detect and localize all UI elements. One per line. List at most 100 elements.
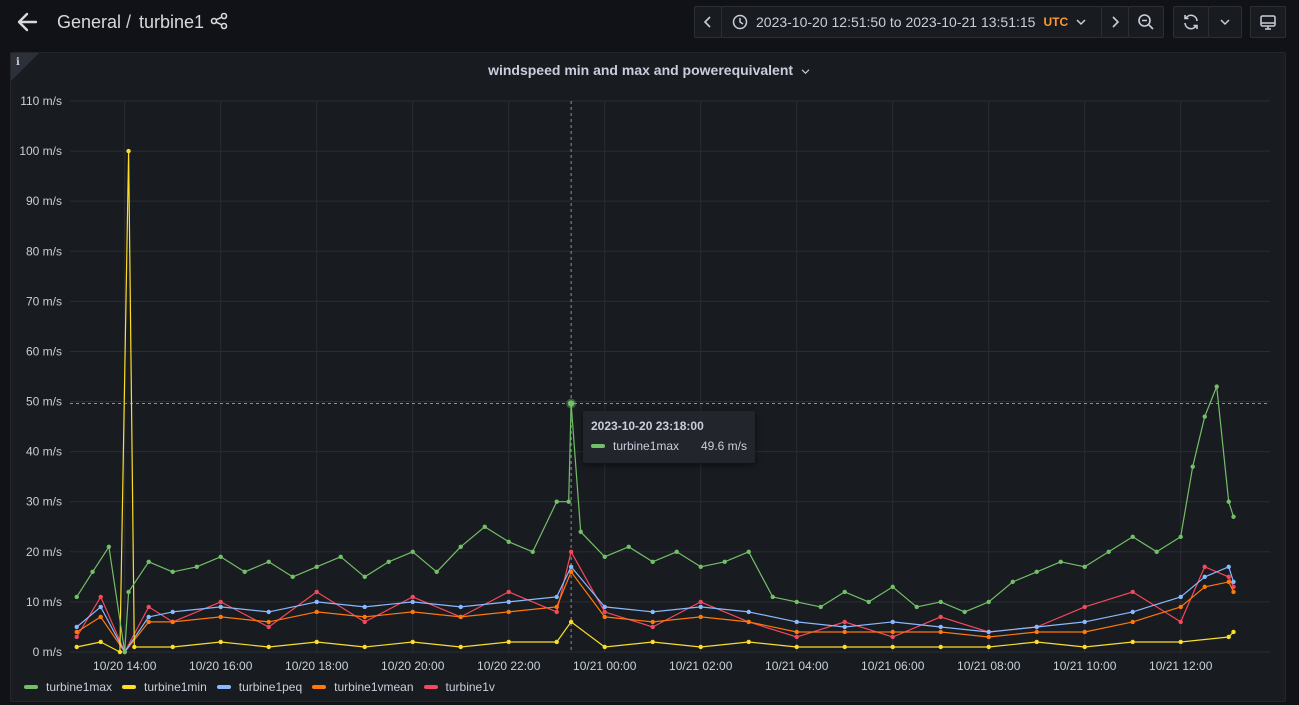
tooltip-time: 2023-10-20 23:18:00	[591, 419, 704, 433]
series-turbine1peq	[74, 564, 1236, 655]
time-shift-back-button[interactable]	[694, 6, 722, 38]
data-point-turbine1max	[986, 599, 991, 605]
data-point-turbine1v	[1178, 619, 1183, 625]
data-point-turbine1min	[410, 639, 415, 645]
back-button[interactable]	[12, 8, 42, 36]
x-tick-label: 10/21 08:00	[957, 659, 1021, 673]
data-point-turbine1min	[794, 644, 799, 650]
data-point-turbine1vmean	[1202, 584, 1207, 590]
chevron-down-icon	[801, 69, 810, 75]
time-shift-forward-button[interactable]	[1101, 6, 1129, 38]
data-point-turbine1vmean	[1231, 589, 1236, 595]
data-point-turbine1v	[1226, 574, 1231, 580]
data-point-turbine1vmean	[218, 614, 223, 620]
legend-label: turbine1vmean	[334, 680, 414, 694]
data-point-turbine1max	[698, 564, 703, 570]
time-range-picker[interactable]: 2023-10-20 12:51:50 to 2023-10-21 13:51:…	[721, 6, 1102, 38]
graph-panel: i windspeed min and max and powerequival…	[10, 52, 1286, 702]
x-tick-label: 10/21 10:00	[1053, 659, 1117, 673]
legend-label: turbine1max	[46, 680, 113, 694]
data-point-turbine1min	[132, 644, 137, 650]
chart-series	[74, 148, 1236, 655]
data-point-turbine1peq	[1082, 619, 1087, 625]
tooltip-series-name: turbine1max	[613, 439, 680, 453]
data-point-turbine1v	[568, 549, 574, 555]
legend-label: turbine1v	[445, 680, 495, 694]
data-point-turbine1peq	[938, 624, 943, 630]
panel-title[interactable]: windspeed min and max and powerequivalen…	[11, 62, 1287, 78]
data-point-turbine1min	[170, 644, 175, 650]
y-tick-label: 50 m/s	[26, 395, 62, 409]
data-point-turbine1peq	[266, 609, 271, 615]
series-line-turbine1max	[76, 385, 1235, 653]
data-point-turbine1min	[266, 644, 271, 650]
data-point-turbine1min	[362, 644, 367, 650]
legend-item-turbine1max[interactable]: turbine1max	[24, 680, 112, 694]
info-icon[interactable]: i	[16, 57, 20, 68]
time-range-label: 2023-10-20 12:51:50 to 2023-10-21 13:51:…	[756, 14, 1036, 30]
data-point-turbine1peq	[1202, 574, 1207, 580]
data-point-turbine1v	[650, 624, 655, 630]
data-point-turbine1min	[568, 619, 574, 625]
data-point-turbine1max	[242, 569, 247, 575]
refresh-button[interactable]	[1173, 6, 1209, 38]
data-point-turbine1vmean	[1034, 629, 1039, 635]
tooltip-row: turbine1max 49.6 m/s	[591, 439, 747, 453]
series-turbine1vmean	[74, 569, 1236, 655]
share-button[interactable]	[210, 12, 230, 32]
data-point-turbine1max	[1214, 384, 1219, 389]
tv-mode-button[interactable]	[1250, 6, 1286, 38]
y-tick-label: 90 m/s	[26, 194, 62, 208]
data-point-turbine1vmean	[458, 614, 463, 620]
panel-info-corner[interactable]	[11, 53, 39, 81]
x-tick-label: 10/21 04:00	[765, 659, 829, 673]
data-point-turbine1peq	[1178, 594, 1183, 600]
breadcrumb-folder[interactable]: General	[57, 12, 122, 32]
x-axis: 10/20 14:00 10/20 16:00 10/20 18:00 10/20 2…	[93, 659, 1213, 673]
data-point-turbine1peq	[410, 599, 415, 605]
data-point-turbine1v	[1231, 584, 1236, 590]
data-point-turbine1peq	[458, 604, 463, 610]
data-point-turbine1peq	[1130, 609, 1135, 615]
data-point-turbine1min	[126, 148, 131, 154]
data-point-turbine1max	[890, 584, 895, 590]
legend-item-turbine1v[interactable]: turbine1v	[423, 680, 495, 694]
zoom-out-icon	[1138, 14, 1154, 30]
y-tick-label: 70 m/s	[26, 294, 62, 308]
legend-item-turbine1min[interactable]: turbine1min	[122, 680, 207, 694]
data-point-turbine1max	[386, 559, 391, 565]
data-point-turbine1peq	[650, 609, 655, 615]
data-point-turbine1min	[1178, 639, 1183, 645]
data-point-turbine1vmean	[890, 629, 895, 635]
data-point-turbine1peq	[554, 594, 559, 600]
data-point-turbine1max	[90, 569, 95, 575]
data-point-turbine1v	[1082, 604, 1087, 610]
refresh-interval-dropdown[interactable]	[1208, 6, 1242, 38]
legend-swatch	[423, 685, 438, 689]
data-point-turbine1min	[650, 639, 655, 645]
data-point-turbine1max	[842, 589, 847, 595]
legend-item-turbine1vmean[interactable]: turbine1vmean	[312, 680, 414, 694]
data-point-turbine1max	[602, 554, 607, 560]
series-line-turbine1peq	[76, 566, 1235, 653]
legend-item-turbine1peq[interactable]: turbine1peq	[216, 680, 302, 694]
data-point-turbine1min	[890, 644, 895, 650]
data-point-turbine1max	[938, 599, 943, 605]
y-tick-label: 100 m/s	[19, 144, 62, 158]
chevron-right-icon	[1112, 16, 1120, 28]
data-point-turbine1max	[1058, 559, 1063, 565]
y-tick-label: 30 m/s	[26, 495, 62, 509]
data-point-turbine1max	[74, 594, 79, 600]
data-point-turbine1min	[1226, 634, 1231, 640]
data-point-turbine1peq	[314, 599, 319, 605]
x-tick-label: 10/21 12:00	[1149, 659, 1213, 673]
legend-label: turbine1min	[144, 680, 207, 694]
data-point-turbine1peq	[986, 629, 991, 635]
data-point-turbine1vmean	[266, 619, 271, 625]
data-point-turbine1min	[74, 644, 79, 650]
panel-title-text: windspeed min and max and powerequivalen…	[488, 62, 794, 78]
x-tick-label: 10/21 02:00	[669, 659, 733, 673]
zoom-out-button[interactable]	[1128, 6, 1164, 38]
data-point-turbine1peq	[746, 609, 751, 615]
